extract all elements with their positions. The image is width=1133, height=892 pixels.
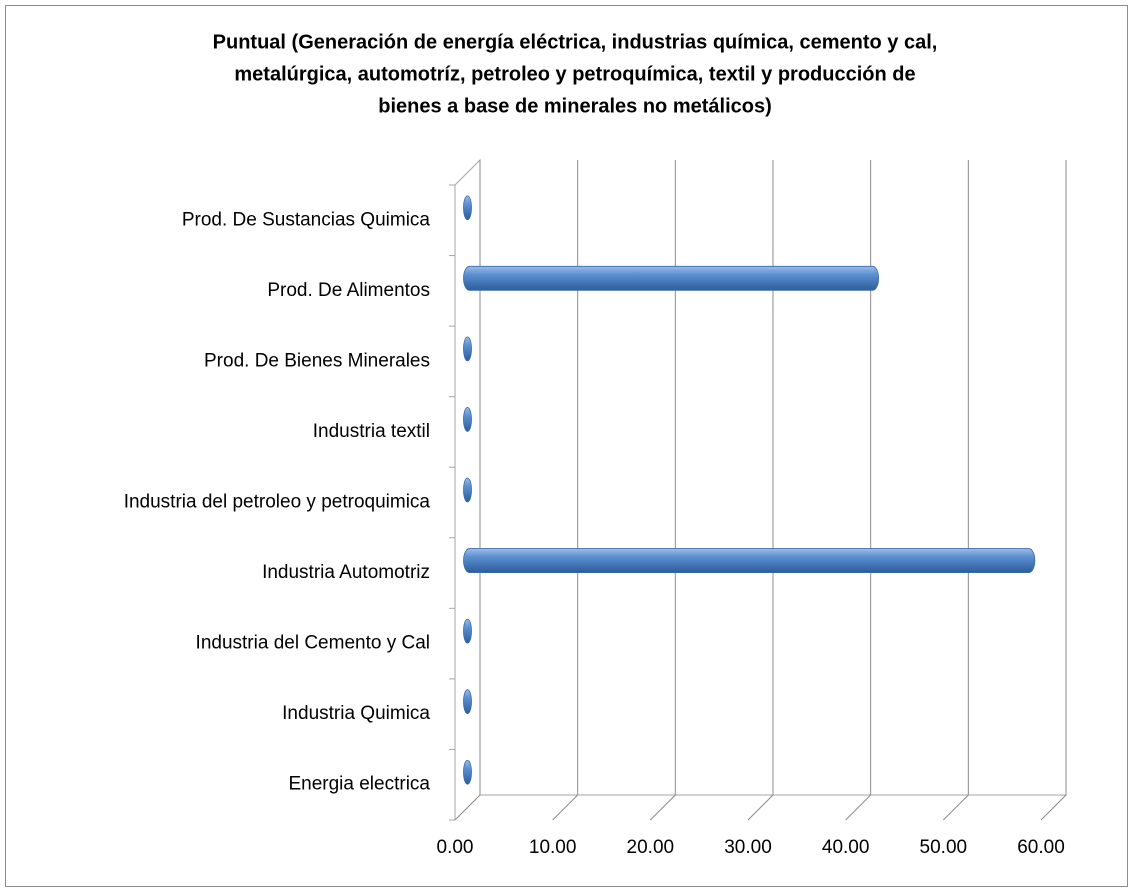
- bar: [463, 336, 472, 362]
- x-tick-label: 40.00: [822, 837, 870, 858]
- y-tick-label: Prod. De Bienes Minerales: [204, 350, 430, 371]
- y-tick-label: Industria del Cemento y Cal: [196, 633, 430, 654]
- x-tick-label: 0.00: [437, 837, 474, 858]
- grid-line: [552, 160, 579, 821]
- grid-line: [454, 160, 481, 821]
- grid-line: [649, 160, 676, 821]
- bar: [463, 759, 472, 785]
- x-tick-label: 20.00: [627, 837, 675, 858]
- grid-line: [1040, 160, 1067, 821]
- y-tick-label: Industria del petroleo y petroquimica: [124, 492, 431, 513]
- chart-title: bienes a base de minerales no metálicos): [378, 95, 772, 117]
- x-tick-label: 50.00: [920, 837, 968, 858]
- bar: [463, 477, 472, 503]
- grid-line: [942, 160, 969, 821]
- y-tick-label: Industria textil: [313, 421, 430, 442]
- bar: [463, 407, 472, 432]
- y-tick-label: Energia electrica: [288, 774, 430, 795]
- x-tick-label: 10.00: [529, 837, 577, 858]
- y-tick-label: Prod. De Alimentos: [267, 280, 430, 301]
- chart-title: Puntual (Generación de energía eléctrica…: [213, 31, 938, 53]
- chart-title: metalúrgica, automotríz, petroleo y petr…: [234, 63, 915, 85]
- bar: [463, 265, 879, 291]
- x-tick-label: 30.00: [724, 837, 772, 858]
- y-tick-label: Industria Automotriz: [262, 562, 430, 583]
- bar: [463, 618, 472, 644]
- y-tick-label: Industria Quimica: [282, 703, 430, 724]
- grid-line: [845, 160, 872, 821]
- x-tick-label: 60.00: [1017, 837, 1065, 858]
- chart-frame: [5, 5, 1128, 887]
- bar: [463, 689, 472, 715]
- bar: [463, 195, 472, 221]
- grid-line: [747, 160, 774, 821]
- bar: [463, 548, 1036, 573]
- y-tick-label: Prod. De Sustancias Quimica: [182, 209, 431, 230]
